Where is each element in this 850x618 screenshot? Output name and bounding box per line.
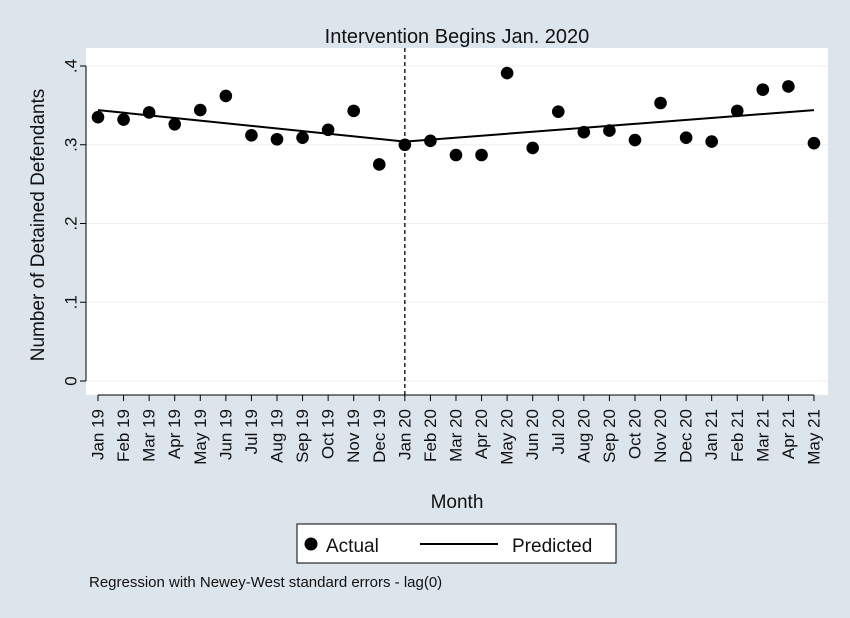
actual-point-10 [347, 104, 361, 118]
y-tick-label-2: .2 [62, 216, 81, 230]
marks [91, 48, 821, 395]
legend-actual-label: Actual [326, 536, 379, 557]
legend-actual-marker [304, 537, 318, 551]
x-tick-label-22: Nov 20 [651, 409, 670, 463]
x-tick-label-10: Nov 19 [344, 409, 363, 463]
footnote: Regression with Newey-West standard erro… [89, 574, 442, 591]
grid [86, 65, 828, 382]
x-tick-label-0: Jan 19 [89, 409, 108, 460]
y-tick-label-0: 0 [62, 376, 81, 385]
actual-point-21 [628, 133, 642, 147]
x-tick-label-15: Apr 20 [472, 409, 491, 459]
actual-point-13 [424, 134, 437, 148]
x-axis-label: Month [431, 492, 484, 513]
x-tick-label-20: Sep 20 [600, 409, 619, 463]
x-tick-label-23: Dec 20 [677, 409, 696, 463]
actual-point-5 [219, 89, 233, 103]
actual-point-27 [782, 80, 795, 93]
actual-point-2 [142, 106, 156, 119]
actual-point-6 [245, 129, 258, 142]
x-tick-label-1: Feb 19 [114, 409, 133, 462]
actual-point-24 [705, 135, 718, 148]
actual-point-3 [168, 117, 182, 131]
x-tick-label-21: Oct 20 [625, 409, 644, 459]
actual-point-15 [475, 148, 488, 162]
plot-area [86, 48, 828, 395]
x-tick-label-9: Oct 19 [319, 409, 338, 459]
x-tick-label-6: Jul 19 [242, 409, 261, 454]
actual-point-8 [296, 131, 309, 144]
actual-point-12 [398, 138, 412, 152]
x-tick-label-13: Feb 20 [421, 409, 440, 462]
legend-predicted-label: Predicted [512, 536, 592, 557]
actual-point-9 [321, 123, 335, 137]
x-tick-label-12: Jan 20 [395, 409, 414, 460]
x-tick-label-26: Mar 21 [753, 409, 772, 462]
x-tick-label-3: Apr 19 [165, 409, 184, 459]
x-tick-label-19: Aug 20 [574, 409, 593, 463]
actual-point-19 [577, 125, 591, 139]
actual-point-20 [603, 124, 616, 137]
x-tick-label-28: May 21 [804, 409, 823, 465]
x-tick-label-14: Mar 20 [446, 409, 465, 462]
x-tick-label-5: Jun 19 [216, 409, 235, 460]
x-tick-label-2: Mar 19 [140, 409, 159, 462]
y-tick-label-4: .4 [62, 59, 81, 73]
x-tick-label-18: Jul 20 [549, 409, 568, 454]
legend: Actual Predicted [296, 523, 617, 564]
actual-point-17 [526, 141, 539, 155]
y-tick-label-3: .3 [62, 138, 81, 152]
x-tick-label-11: Dec 19 [370, 409, 389, 463]
chart-title: Intervention Begins Jan. 2020 [325, 26, 590, 48]
x-tick-label-17: Jun 20 [523, 409, 542, 460]
x-tick-label-7: Aug 19 [267, 409, 286, 463]
actual-point-7 [270, 132, 284, 146]
actual-point-28 [807, 136, 821, 150]
x-tick-label-4: May 19 [191, 409, 210, 465]
x-tick-label-8: Sep 19 [293, 409, 312, 463]
actual-point-25 [730, 104, 744, 118]
actual-point-14 [449, 148, 463, 162]
actual-point-0 [91, 110, 105, 124]
x-tick-label-16: May 20 [498, 409, 517, 465]
x-tick-label-27: Apr 21 [779, 409, 798, 459]
actual-point-1 [117, 113, 130, 126]
y-tick-label-1: .1 [62, 295, 81, 309]
x-tick-label-24: Jan 21 [702, 409, 721, 460]
y-axis-label: Number of Detained Defendants [28, 89, 49, 362]
actual-point-18 [551, 105, 565, 118]
actual-point-23 [679, 131, 693, 144]
actual-point-16 [500, 66, 514, 80]
actual-point-11 [372, 158, 386, 171]
actual-point-4 [193, 103, 207, 117]
x-tick-label-25: Feb 21 [728, 409, 747, 462]
axes: 0 .1 .2 .3 .4 Jan 19 Feb 19 Mar 19 Apr 19 May 19 J… [62, 59, 824, 465]
actual-point-22 [654, 96, 667, 110]
actual-point-26 [756, 83, 770, 96]
